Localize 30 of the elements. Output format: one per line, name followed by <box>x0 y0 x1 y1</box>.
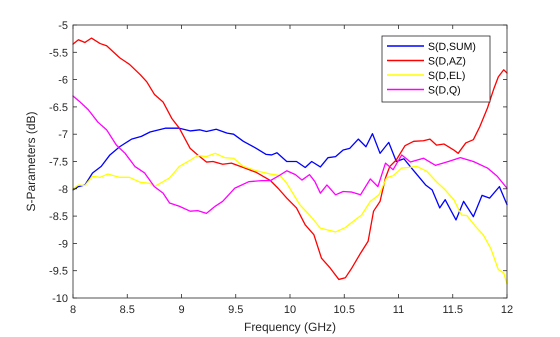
y-tick-label: -5.5 <box>49 47 68 60</box>
y-tick-label: -8.5 <box>49 211 68 224</box>
y-tick-label: -6 <box>58 74 68 87</box>
line-series <box>72 128 508 221</box>
y-tick-label: -6.5 <box>49 102 68 114</box>
y-tick-label: -7 <box>58 129 68 142</box>
y-tick-label: -9 <box>58 238 68 250</box>
y-axis-title: S-Parameters (dB) <box>24 111 38 212</box>
x-tick-label: 8 <box>70 304 76 316</box>
y-tick-label: -9.5 <box>49 266 68 278</box>
line-series <box>72 95 508 214</box>
legend-label: S(D,Q) <box>428 84 461 96</box>
x-tick-label: 10.5 <box>334 304 355 316</box>
x-tick-label: 12 <box>500 304 514 316</box>
line-series <box>72 37 508 280</box>
legend-label: S(D,AZ) <box>428 56 466 68</box>
legend-label: S(D,SUM) <box>428 41 476 53</box>
x-tick-label: 11 <box>392 304 404 316</box>
y-tick-label: -5 <box>58 20 68 32</box>
y-tick-label: -7.5 <box>49 156 68 168</box>
y-tick-label: -8 <box>58 184 68 196</box>
x-tick-label: 9 <box>178 304 185 316</box>
x-tick-label: 11.5 <box>442 304 464 316</box>
x-axis-title: Frequency (GHz) <box>244 320 336 334</box>
line-series <box>72 152 508 284</box>
legend-label: S(D,EL) <box>428 70 466 82</box>
x-tick-label: 10 <box>284 304 296 316</box>
y-tick-label: -10 <box>52 293 68 305</box>
x-tick-label: 9.5 <box>228 304 244 316</box>
x-tick-label: 8.5 <box>120 304 135 316</box>
